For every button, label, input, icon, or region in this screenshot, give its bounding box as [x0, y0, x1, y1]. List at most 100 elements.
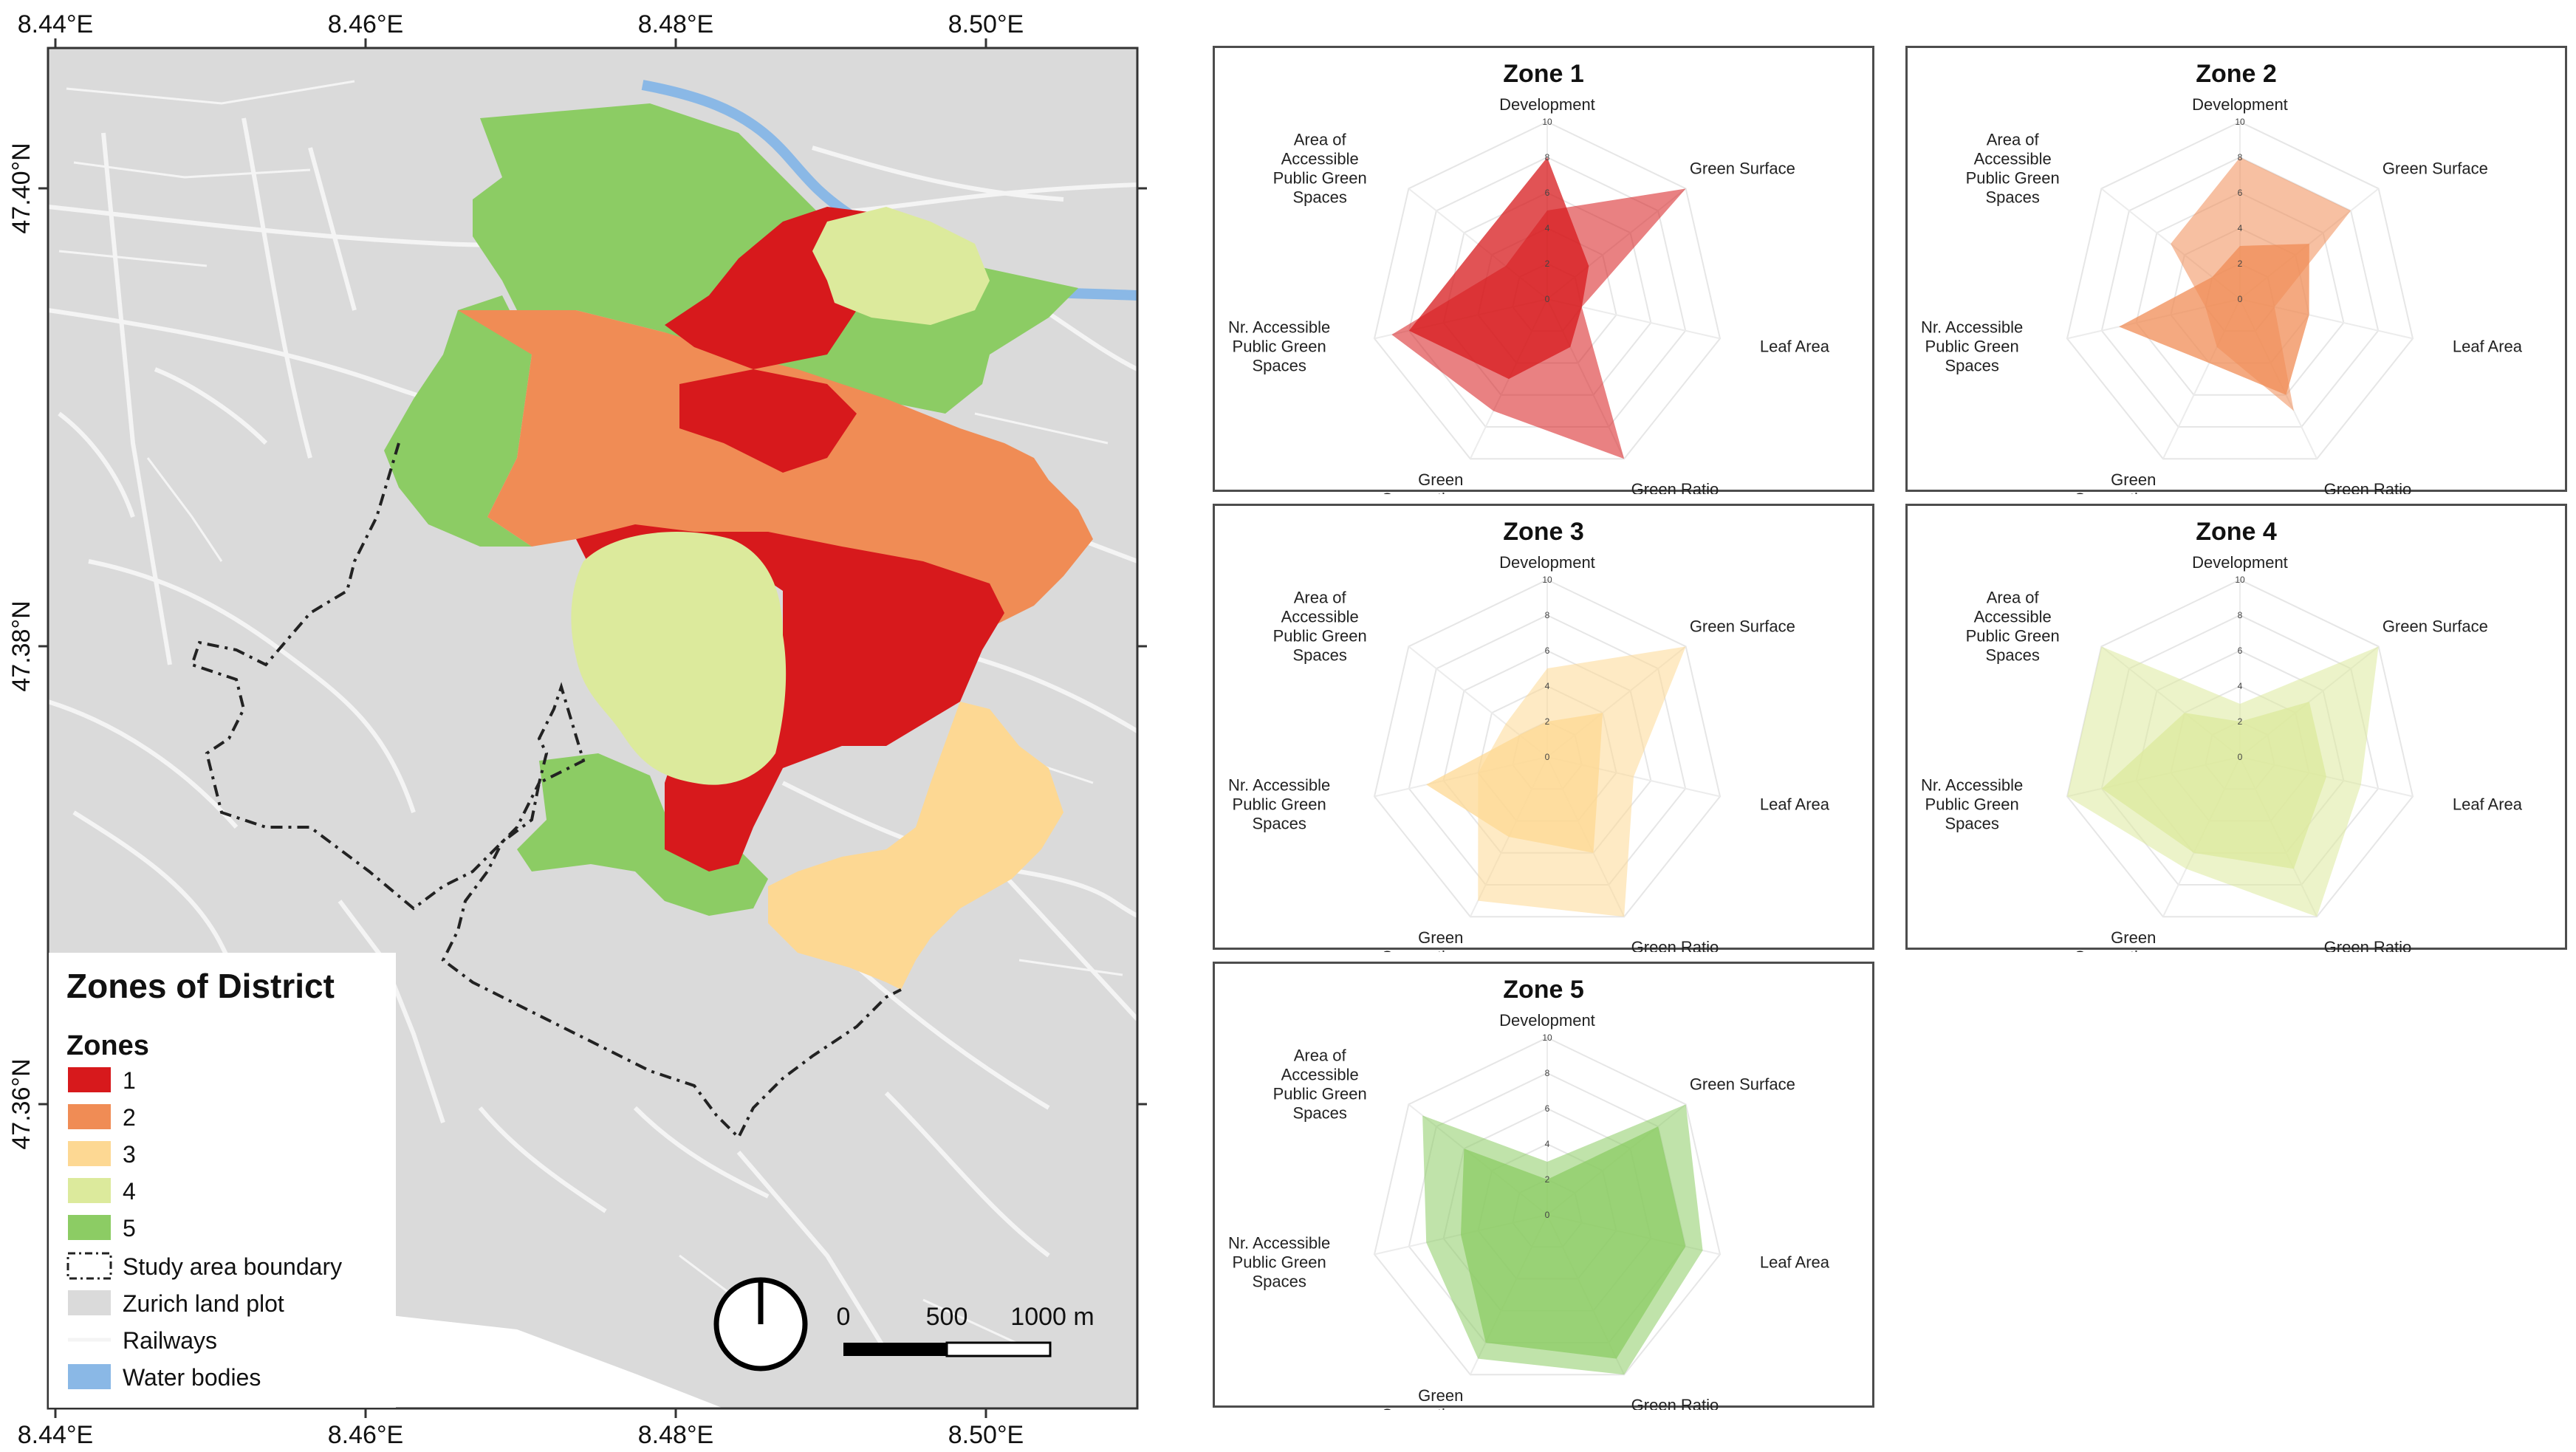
scale-label-500: 500 [926, 1303, 968, 1331]
legend-label-zone-3: 3 [123, 1141, 136, 1168]
radar-axis-label: Area of Accessible Public Green Spaces [1966, 588, 2060, 664]
radar-title: Zone 2 [2196, 60, 2277, 88]
zone-1-east-texture [679, 369, 857, 473]
radar-axis-label: Area of Accessible Public Green Spaces [1273, 1046, 1367, 1122]
scale-bar: 0 500 1000 m [837, 1303, 1095, 1357]
legend-swatch-zurich-land-plot [68, 1290, 111, 1315]
radar-axis-label: Leaf Area [1760, 1253, 1830, 1271]
radar-axis-label: Green Ratio [2324, 938, 2412, 952]
legend-label-railways: Railways [123, 1327, 217, 1354]
radar-series-2 [2119, 244, 2309, 395]
radar-scale-tick: 6 [1545, 645, 1550, 656]
radar-scale-tick: 8 [1545, 1068, 1550, 1078]
radar-axis-label: GreenConnection [1381, 928, 1463, 952]
lon-tick-label-top: 8.50°E [948, 10, 1024, 38]
radar-grid-ring [1373, 1036, 1722, 1376]
radar-axis-label: GreenConnection [2074, 928, 2156, 952]
legend-label-zone-4: 4 [123, 1178, 136, 1205]
zone-5-south-strip [517, 753, 768, 916]
radar-axis-label: Leaf Area [1760, 795, 1830, 813]
legend-label-water-bodies: Water bodies [123, 1364, 261, 1391]
radar-scale-tick: 8 [2238, 610, 2243, 620]
radar-axis-label: Development [1499, 553, 1595, 572]
study-area-boundary [190, 442, 902, 1140]
radar-scale-tick: 0 [2238, 294, 2243, 304]
radar-scale-tick: 0 [1545, 752, 1550, 762]
radar-scale-tick: 2 [1545, 258, 1550, 269]
radar-axis-label: Green Ratio [1631, 480, 1719, 494]
scale-label-1000: 1000 m [1010, 1303, 1094, 1331]
radar-scale-tick: 4 [1545, 223, 1550, 233]
radar-scale-tick: 8 [1545, 610, 1550, 620]
radar-scale-tick: 6 [1545, 188, 1550, 198]
lat-tick-label-left: 47.38°N [7, 600, 35, 691]
latitude-axis: 47.40°N47.40°N47.38°N47.38°N47.36°N47.36… [7, 143, 1147, 1150]
radar-axis-label: Area of Accessible Public Green Spaces [1273, 588, 1367, 664]
legend-zones-heading: Zones [66, 1030, 149, 1061]
zone-3 [768, 702, 1063, 990]
radar-scale-tick: 6 [1545, 1103, 1550, 1114]
legend-label-zone-1: 1 [123, 1067, 136, 1094]
legend-swatch-zone-3 [68, 1141, 111, 1166]
radar-panel-zone-1: Zone 1 0 2 4 6 8 10 Development Green Surface Lea… [1213, 46, 1874, 494]
radar-scale-tick: 2 [1545, 1174, 1550, 1185]
radar-scale-tick: 2 [1545, 716, 1550, 727]
lat-tick-label-left: 47.40°N [7, 143, 35, 233]
lon-tick-label-bottom: 8.50°E [948, 1421, 1024, 1449]
legend-swatch-zone-1 [68, 1067, 111, 1092]
district-map: 8.44°E 8.44°E 8.46°E 8.46°E 8.48°E 8.48°E 8.50… [7, 10, 1147, 1449]
radar-axis-label: Green Surface [2383, 617, 2488, 635]
radar-axis-label: Development [2192, 95, 2288, 114]
radar-title: Zone 1 [1503, 60, 1584, 88]
radar-axis-label: Leaf Area [2453, 337, 2523, 355]
radar-scale-tick: 0 [2238, 752, 2243, 762]
radar-series-2 [2101, 702, 2326, 869]
legend-label-zone-5: 5 [123, 1215, 136, 1242]
radar-grid-ring [2066, 578, 2414, 918]
legend-title: Zones of District [66, 967, 335, 1005]
radar-title: Zone 3 [1503, 518, 1584, 546]
legend-label-zurich-land-plot: Zurich land plot [123, 1290, 284, 1317]
radar-series-2 [1426, 713, 1603, 853]
north-arrow-icon [713, 1277, 808, 1371]
radar-grid-ring [2135, 191, 2345, 396]
radar-scale-tick: 10 [2235, 575, 2245, 585]
radar-axis-label: Nr. Accessible Public Green Spaces [1921, 318, 2023, 374]
radar-title: Zone 5 [1503, 976, 1584, 1004]
lon-tick-label-top: 8.48°E [638, 10, 713, 38]
radar-axis-label: GreenConnection [2074, 470, 2156, 494]
zone-5-west [384, 295, 532, 547]
radar-axis-label: GreenConnection [1381, 1386, 1463, 1410]
longitude-axis: 8.44°E 8.44°E 8.46°E 8.46°E 8.48°E 8.48°E 8.50… [18, 10, 1024, 1449]
map-legend: Zones of District Zones 1 2 3 4 5 Study area… [49, 953, 396, 1408]
radar-scale-tick: 0 [1545, 1210, 1550, 1220]
lat-tick-label-left: 47.36°N [7, 1058, 35, 1149]
radar-scale-tick: 4 [2238, 681, 2243, 691]
legend-swatch-zone-2 [68, 1104, 111, 1129]
radar-grid-ring [1373, 120, 1722, 460]
zone-4-north [812, 207, 990, 325]
radar-axis-label: Nr. Accessible Public Green Spaces [1228, 1233, 1330, 1290]
legend-swatch-study-area-boundary [66, 1252, 112, 1280]
radar-axis-label: Green Ratio [1631, 938, 1719, 952]
zone-1-central [576, 524, 1004, 871]
radar-scale-tick: 4 [2238, 223, 2243, 233]
radar-series-2 [1408, 157, 1589, 380]
radar-axis-label: Leaf Area [2453, 795, 2523, 813]
legend-swatch-water-bodies [68, 1364, 111, 1389]
radar-scale-tick: 4 [1545, 681, 1550, 691]
radar-scale-tick: 10 [2235, 117, 2245, 127]
radar-scale-tick: 10 [1542, 1033, 1552, 1043]
legend-label-study-area-boundary: Study area boundary [123, 1253, 342, 1280]
radar-panel-zone-3: Zone 3 0 2 4 6 8 10 Development Green Surface Lea… [1213, 504, 1874, 952]
radar-grid-ring [2066, 120, 2414, 460]
radar-axis-label: Green Surface [2383, 159, 2488, 177]
radar-scale-tick: 10 [1542, 575, 1552, 585]
radar-scale-tick: 6 [2238, 645, 2243, 656]
radar-panel-zone-2: Zone 2 0 2 4 6 8 10 Development Green Surface Lea… [1905, 46, 2567, 494]
radar-grid-ring [1373, 578, 1722, 918]
radar-axis-label: Green Surface [1690, 1075, 1795, 1093]
radar-axis-label: Development [1499, 1011, 1595, 1030]
lon-tick-label-top: 8.46°E [328, 10, 403, 38]
radar-axis-label: GreenConnection [1381, 470, 1463, 494]
